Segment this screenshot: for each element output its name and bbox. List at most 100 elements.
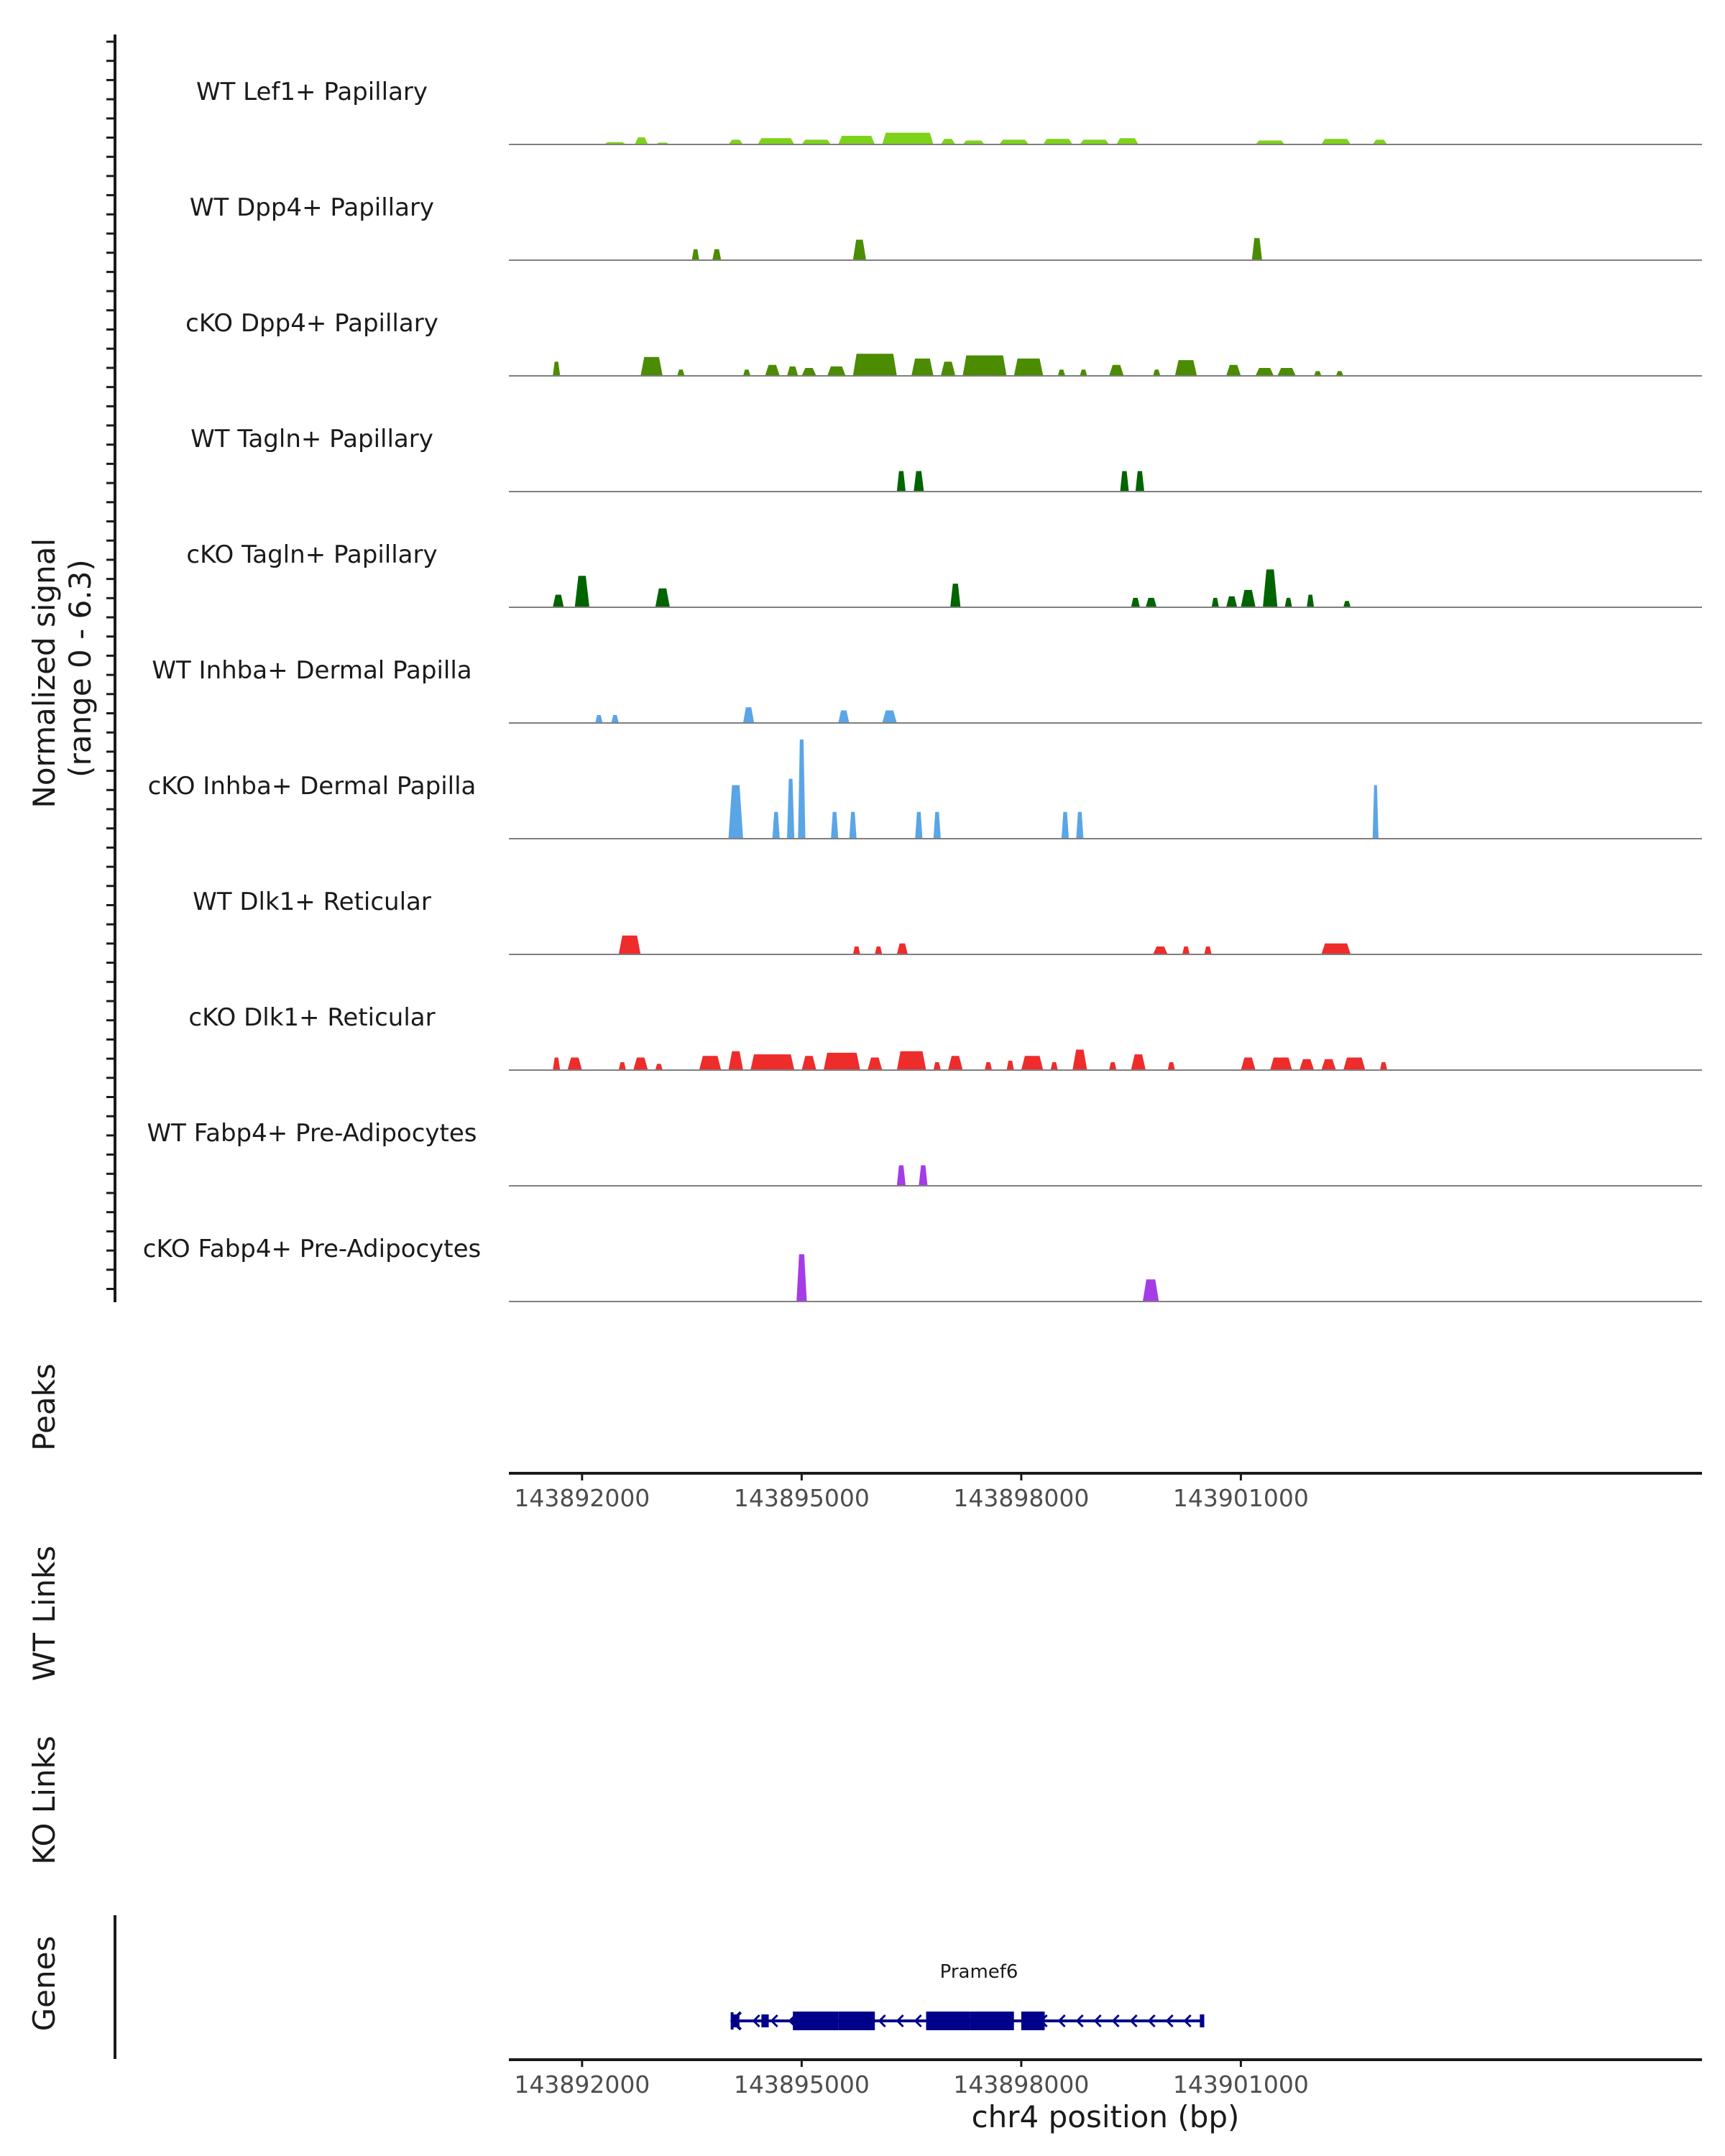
strand-arrow <box>1129 2014 1138 2028</box>
strand-arrow <box>1111 2014 1120 2028</box>
coverage-peak-cko-dpp4-papillary <box>1174 360 1197 376</box>
wt-links-label: WT Links <box>27 1546 62 1681</box>
coverage-peak-wt-inhba-dermal-papilla <box>882 710 897 723</box>
strand-arrow <box>949 2014 958 2028</box>
coverage-peak-wt-fabp4-pre-adipocytes <box>919 1165 928 1186</box>
coverage-peak-cko-dlk1-reticular <box>1021 1056 1044 1070</box>
coverage-peak-cko-inhba-dermal-papilla <box>787 778 795 839</box>
coverage-peak-cko-dpp4-papillary <box>1057 369 1065 376</box>
coverage-peak-wt-lef1-papillary <box>1255 140 1285 144</box>
coverage-peak-cko-dlk1-reticular <box>750 1054 795 1070</box>
coverage-peak-wt-dlk1-reticular <box>1153 946 1168 954</box>
strand-arrow <box>967 2014 976 2028</box>
strand-arrow <box>1075 2014 1084 2028</box>
coverage-peak-wt-lef1-papillary <box>1321 139 1351 144</box>
x-axis-title: chr4 position (bp) <box>972 2099 1240 2134</box>
coverage-peak-cko-fabp4-pre-adipocytes <box>1142 1279 1159 1302</box>
coverage-peak-wt-lef1-papillary <box>838 136 875 144</box>
coverage-peak-cko-inhba-dermal-papilla <box>1076 811 1084 839</box>
track-label-cko-dlk1-reticular: cKO Dlk1+ Reticular <box>188 1003 435 1032</box>
coverage-peak-cko-dpp4-papillary <box>801 368 816 376</box>
coverage-peak-wt-lef1-papillary <box>962 140 985 144</box>
coverage-peak-cko-dlk1-reticular <box>553 1057 561 1070</box>
x-tick-label: 143892000 <box>514 2070 650 2099</box>
ko-links-label: KO Links <box>27 1736 62 1865</box>
coverage-peak-cko-dlk1-reticular <box>1131 1054 1146 1070</box>
coverage-peak-cko-dpp4-papillary <box>787 366 799 376</box>
coverage-peak-cko-tagln-papillary <box>1263 569 1278 607</box>
coverage-peak-cko-dlk1-reticular <box>1299 1059 1315 1070</box>
coverage-peak-cko-dlk1-reticular <box>1109 1062 1117 1070</box>
coverage-peak-wt-inhba-dermal-papilla <box>742 707 755 723</box>
coverage-peak-cko-dpp4-papillary <box>1335 371 1343 376</box>
coverage-peak-wt-dlk1-reticular <box>1182 946 1190 954</box>
coverage-peak-cko-dpp4-papillary <box>962 355 1007 376</box>
strand-arrow <box>896 2014 904 2028</box>
coverage-peak-cko-dlk1-reticular <box>1167 1062 1175 1070</box>
coverage-peak-cko-dlk1-reticular <box>699 1056 722 1070</box>
coverage-peak-wt-dlk1-reticular <box>1321 943 1351 954</box>
strand-arrow <box>842 2014 850 2028</box>
coverage-peak-cko-inhba-dermal-papilla <box>728 785 743 839</box>
coverage-peak-cko-tagln-papillary <box>1226 596 1238 607</box>
gene-model: Pramef6 <box>730 1961 1205 2031</box>
strand-arrow <box>914 2014 922 2028</box>
coverage-peak-cko-dlk1-reticular <box>1050 1062 1058 1070</box>
coverage-peak-wt-dpp4-papillary <box>691 249 699 260</box>
coverage-peak-cko-tagln-papillary <box>1131 597 1140 607</box>
coverage-peak-cko-dlk1-reticular <box>1270 1057 1292 1070</box>
track-label-wt-dlk1-reticular: WT Dlk1+ Reticular <box>193 888 431 916</box>
coverage-peak-cko-dpp4-papillary <box>1080 369 1087 376</box>
coverage-peak-cko-dpp4-papillary <box>742 369 751 376</box>
coverage-tracks: WT Lef1+ Papillary WT Dpp4+ Papillary cKO … <box>143 78 1702 1302</box>
coverage-peak-cko-tagln-papillary <box>553 594 564 607</box>
x-tick-label: 143898000 <box>953 2070 1089 2099</box>
coverage-peak-cko-dpp4-papillary <box>553 361 561 376</box>
signal-axis-title-line2: (range 0 - 6.3) <box>63 559 98 778</box>
gene-exon <box>761 2014 769 2027</box>
strand-arrow <box>824 2014 832 2028</box>
coverage-peak-cko-dlk1-reticular <box>948 1056 963 1070</box>
gene-exon <box>793 2012 839 2030</box>
coverage-peak-cko-tagln-papillary <box>1284 597 1292 607</box>
coverage-peak-wt-dlk1-reticular <box>852 946 860 954</box>
coverage-peak-cko-inhba-dermal-papilla <box>831 811 839 839</box>
strand-arrow <box>1003 2014 1012 2028</box>
strand-arrow <box>985 2014 994 2028</box>
coverage-peak-cko-tagln-papillary <box>1307 594 1315 607</box>
coverage-peak-wt-lef1-papillary <box>758 138 795 144</box>
coverage-peak-cko-tagln-papillary <box>1343 601 1351 607</box>
x-tick-label: 143898000 <box>953 1484 1089 1512</box>
coverage-peak-wt-inhba-dermal-papilla <box>838 710 850 723</box>
coverage-peak-wt-dlk1-reticular <box>875 946 883 954</box>
coverage-peak-cko-dlk1-reticular <box>655 1064 663 1070</box>
strand-arrow <box>1021 2014 1030 2028</box>
track-label-wt-lef1-papillary: WT Lef1+ Papillary <box>196 78 428 106</box>
coverage-peak-cko-inhba-dermal-papilla <box>798 740 806 839</box>
coverage-peak-cko-tagln-papillary <box>574 576 589 607</box>
x-tick-label: 143901000 <box>1173 1484 1309 1512</box>
coverage-peak-wt-lef1-papillary <box>1043 139 1073 144</box>
x-axis-bottom: 143892000 143895000 143898000 143901000 <box>514 2060 1309 2099</box>
coverage-peak-wt-lef1-papillary <box>999 139 1029 144</box>
track-label-cko-dpp4-papillary: cKO Dpp4+ Papillary <box>185 309 438 338</box>
coverage-peak-wt-lef1-papillary <box>1116 138 1138 144</box>
coverage-peak-cko-dpp4-papillary <box>1277 368 1296 376</box>
coverage-peak-cko-inhba-dermal-papilla <box>849 811 857 839</box>
coverage-peak-cko-dlk1-reticular <box>1379 1062 1388 1070</box>
coverage-peak-wt-lef1-papillary <box>1372 139 1388 144</box>
strand-arrow <box>788 2014 796 2028</box>
strand-arrow <box>860 2014 868 2028</box>
coverage-peak-cko-inhba-dermal-papilla <box>915 811 923 839</box>
coverage-peak-wt-inhba-dermal-papilla <box>595 715 603 723</box>
genes-track-label: Genes <box>27 1936 62 2032</box>
coverage-peak-cko-dlk1-reticular <box>896 1051 926 1070</box>
coverage-peak-cko-dlk1-reticular <box>1241 1057 1256 1070</box>
coverage-peak-cko-dpp4-papillary <box>1013 358 1044 376</box>
strand-arrow <box>1057 2014 1066 2028</box>
coverage-peak-cko-dlk1-reticular <box>868 1057 883 1070</box>
coverage-peak-cko-dlk1-reticular <box>567 1057 582 1070</box>
coverage-peak-cko-dpp4-papillary <box>1255 368 1274 376</box>
coverage-peak-wt-inhba-dermal-papilla <box>611 715 619 723</box>
coverage-peak-cko-inhba-dermal-papilla <box>1061 811 1070 839</box>
